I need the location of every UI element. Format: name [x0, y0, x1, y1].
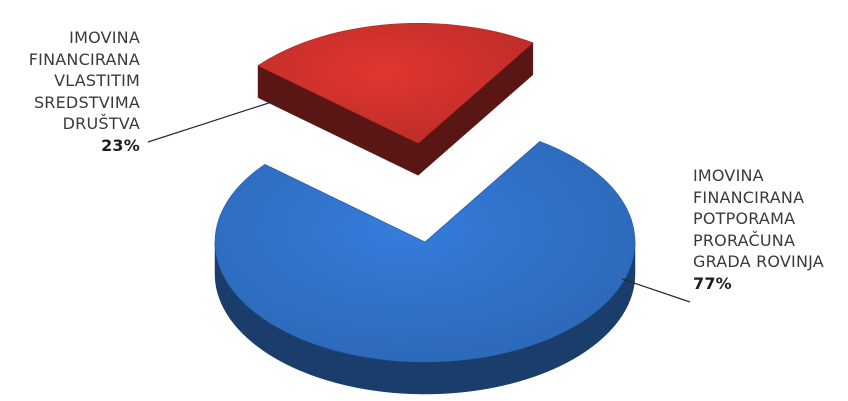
slice-label-line: PRORAČUNA: [693, 230, 796, 250]
slice-label-line: SREDSTVIMA: [33, 92, 140, 112]
slice-label-line: GRADA ROVINJA: [693, 252, 824, 271]
slice-label-line: VLASTITIM: [54, 71, 140, 90]
slice-label-line: FINANCIRANA: [28, 49, 140, 69]
slice-label-line: IMOVINA: [693, 166, 764, 185]
pie-slice: [214, 140, 636, 395]
leader-line-own-funds: [147, 99, 279, 143]
slice-label-city-budget: IMOVINA FINANCIRANA POTPORAMA PRORAČUNA …: [693, 165, 824, 294]
slice-value-label: 77%: [693, 273, 732, 293]
pie-slice: [257, 22, 534, 176]
slice-label-line: POTPORAMA: [693, 209, 796, 228]
slice-label-own-funds: IMOVINA FINANCIRANA VLASTITIM SREDSTVIMA…: [29, 27, 140, 156]
slice-value-label: 23%: [101, 135, 140, 155]
leader-lines: [147, 99, 691, 303]
slice-label-line: IMOVINA: [69, 28, 140, 47]
slice-label-line: DRUŠTVA: [62, 114, 140, 133]
slice-label-line: FINANCIRANA: [693, 187, 805, 207]
pie-slice-top: [214, 141, 636, 363]
pie-slice-top: [257, 22, 534, 144]
leader-line-city-budget: [621, 278, 691, 303]
